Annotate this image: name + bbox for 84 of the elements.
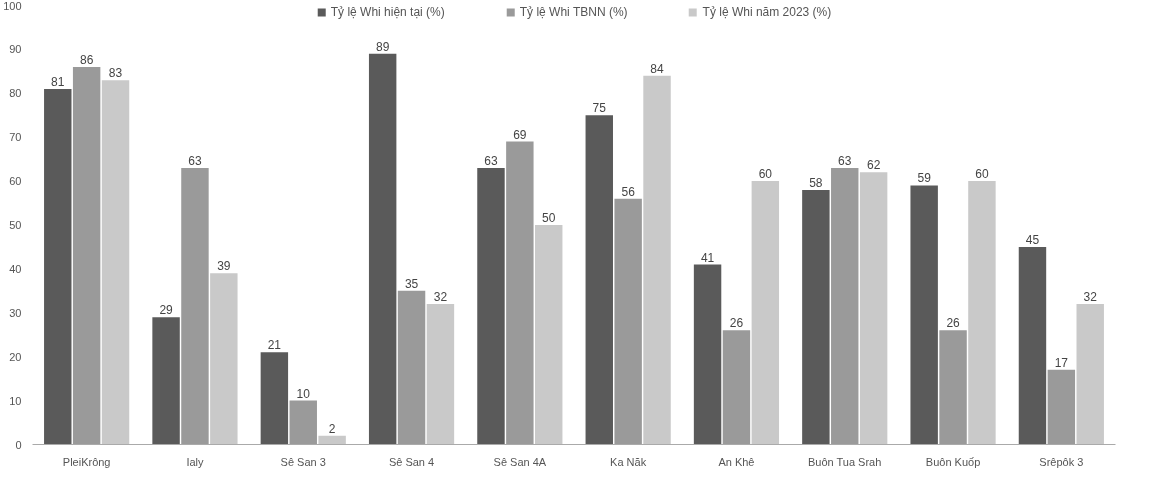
data-label: 63: [838, 153, 852, 168]
data-label: 39: [217, 259, 231, 274]
bar: [318, 435, 346, 445]
data-label: 62: [866, 158, 881, 173]
bar: [643, 75, 671, 445]
x-tick-label: Srêpôk 3: [1039, 455, 1084, 468]
bar: [72, 66, 101, 445]
bar: [152, 317, 180, 445]
y-tick-label: 90: [9, 43, 22, 56]
data-label: 29: [159, 303, 174, 318]
data-label: 60: [758, 167, 773, 182]
bar: [210, 273, 238, 445]
data-label: 41: [700, 250, 715, 265]
data-label: 60: [975, 167, 989, 182]
bar: [968, 181, 996, 445]
bar: [939, 330, 967, 445]
bar: [1018, 246, 1047, 445]
bar: [101, 80, 130, 445]
data-label: 2: [328, 421, 336, 436]
data-label: 10: [296, 386, 311, 401]
bar: [1076, 304, 1104, 445]
x-tick-label: An Khê: [718, 455, 755, 468]
data-label: 45: [1025, 232, 1040, 247]
legend-label: Tỷ lệ Whi năm 2023 (%): [702, 5, 832, 19]
bar: [614, 198, 642, 445]
x-tick-label: Ialy: [186, 455, 205, 468]
bar: [859, 172, 888, 445]
x-tick-label: Sê San 3: [280, 455, 326, 468]
x-tick-label: Buôn Tua Srah: [807, 455, 882, 468]
bar: [368, 53, 397, 445]
data-label: 81: [51, 74, 65, 89]
bar: [397, 290, 426, 445]
data-label: 56: [621, 184, 636, 199]
data-label: 59: [917, 171, 932, 186]
data-label: 84: [650, 61, 665, 76]
x-tick-label: Buôn Kuốp: [925, 455, 981, 468]
legend-label: Tỷ lệ Whi TBNN (%): [519, 5, 628, 19]
data-label: 26: [729, 316, 744, 331]
y-tick-label: 20: [9, 350, 22, 363]
data-label: 21: [267, 338, 282, 353]
bar: [260, 352, 289, 445]
data-label: 83: [108, 66, 123, 81]
data-label: 89: [376, 39, 390, 54]
bar: [910, 185, 938, 445]
data-label: 69: [513, 127, 527, 142]
y-tick-label: 100: [3, 0, 22, 12]
x-tick-label: Sê San 4A: [493, 455, 547, 468]
bar: [535, 225, 563, 445]
bar: [426, 304, 455, 445]
y-tick-label: 30: [9, 306, 22, 319]
bar: [1047, 369, 1076, 445]
bar: [181, 167, 209, 445]
data-label: 50: [542, 211, 556, 225]
bar: [289, 400, 317, 445]
data-label: 63: [484, 153, 498, 168]
data-label: 26: [946, 316, 961, 331]
bar: [44, 88, 72, 445]
bar: [585, 115, 613, 445]
y-tick-label: 50: [9, 219, 22, 231]
legend-label: Tỷ lệ Whi hiện tại (%): [330, 5, 445, 19]
y-tick-label: 0: [15, 438, 22, 451]
y-tick-label: 40: [9, 262, 22, 275]
x-tick-label: Sê San 4: [388, 455, 435, 468]
data-label: 17: [1054, 355, 1069, 370]
bar: [831, 167, 859, 445]
bar: [693, 264, 722, 445]
data-label: 63: [188, 153, 202, 168]
data-label: 75: [592, 101, 607, 116]
y-tick-label: 60: [9, 175, 22, 188]
bar: [802, 189, 830, 445]
data-label: 58: [809, 175, 823, 190]
x-tick-label: PleiKrông: [62, 455, 111, 468]
data-label: 35: [404, 276, 419, 291]
bar: [477, 167, 505, 445]
bar: [506, 141, 534, 445]
bar: [722, 330, 751, 445]
y-tick-label: 80: [9, 87, 22, 100]
data-label: 32: [1083, 290, 1098, 305]
y-tick-label: 10: [9, 394, 22, 407]
data-label: 32: [433, 290, 448, 305]
data-label: 86: [79, 52, 94, 67]
y-tick-label: 70: [9, 131, 22, 144]
bar: [751, 181, 780, 445]
x-tick-label: Ka Năk: [610, 455, 647, 468]
